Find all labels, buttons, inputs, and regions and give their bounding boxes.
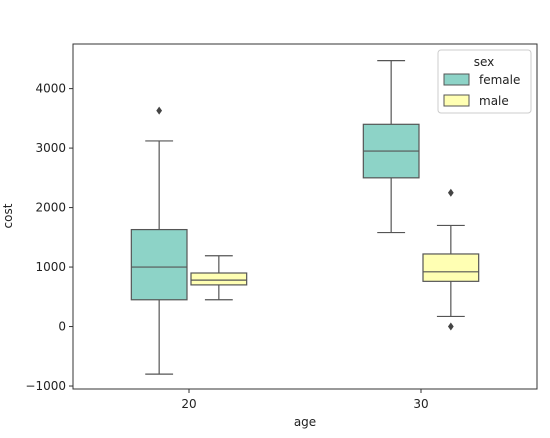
outlier-point xyxy=(156,106,163,115)
x-axis-ticks: 20 30 xyxy=(181,389,429,411)
legend-entries: female male xyxy=(443,73,520,108)
box-female-30 xyxy=(362,60,420,234)
y-tick-label: 3000 xyxy=(35,141,66,155)
box-female-20 xyxy=(130,106,188,375)
x-axis-label: age xyxy=(294,415,316,429)
y-tick-label: 2000 xyxy=(35,201,66,215)
x-tick-label: 30 xyxy=(413,397,428,411)
outlier-point xyxy=(447,322,454,331)
box-plot-marks xyxy=(130,60,480,375)
y-axis-ticks: −1000 0 1000 2000 3000 4000 xyxy=(25,82,73,393)
y-tick-label: 1000 xyxy=(35,260,66,274)
y-axis-label: cost xyxy=(1,203,15,228)
legend-label-male: male xyxy=(479,94,509,108)
y-tick-label: −1000 xyxy=(25,379,66,393)
x-tick-label: 20 xyxy=(181,397,196,411)
interquartile-box xyxy=(190,272,248,286)
plot-area-frame xyxy=(72,43,538,390)
box-male-20 xyxy=(190,255,248,301)
legend-swatch-female xyxy=(443,73,470,86)
y-tick-label: 0 xyxy=(58,320,66,334)
interquartile-box xyxy=(130,228,188,301)
interquartile-box xyxy=(422,253,480,282)
legend-label-female: female xyxy=(479,73,520,87)
outlier-point xyxy=(447,188,454,197)
y-tick-label: 4000 xyxy=(35,82,66,96)
legend-swatch-male xyxy=(443,94,470,107)
legend: sex female male xyxy=(437,49,532,114)
box-male-30 xyxy=(422,188,480,331)
legend-title: sex xyxy=(474,55,495,69)
